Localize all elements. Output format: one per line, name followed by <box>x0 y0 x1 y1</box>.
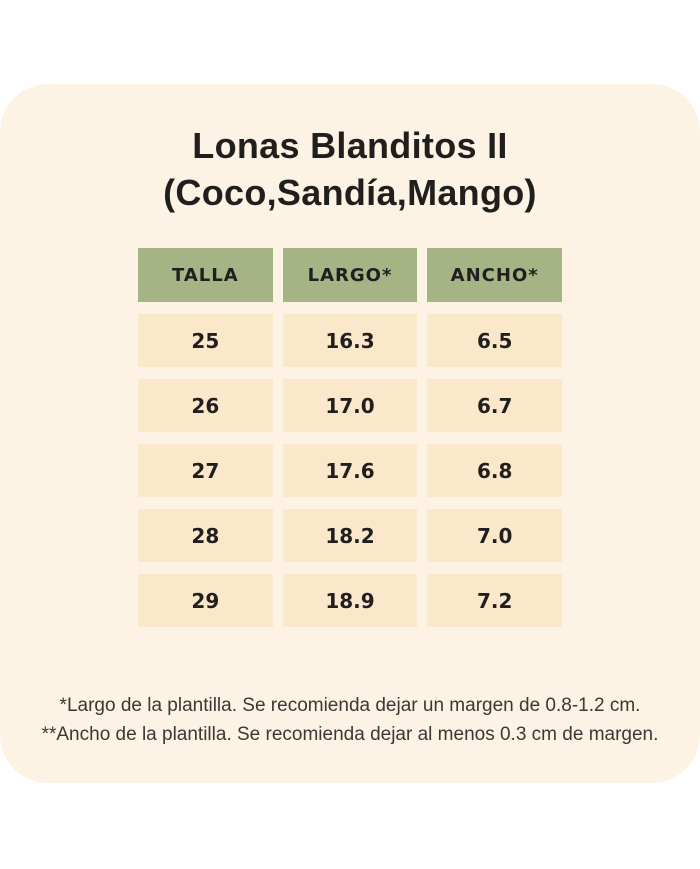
ancho-cell: 7.2 <box>427 574 562 627</box>
column-header-largo: LARGO* <box>282 248 418 302</box>
talla-cell: 29 <box>138 574 273 627</box>
ancho-cell: 6.7 <box>427 379 562 432</box>
column-header-ancho: ANCHO* <box>427 248 562 302</box>
ancho-cell: 6.8 <box>427 444 562 497</box>
footnote-largo: *Largo de la plantilla. Se recomienda de… <box>59 695 641 716</box>
product-title-line1: Lonas Blanditos II <box>192 125 508 166</box>
largo-cell: 17.0 <box>282 379 418 432</box>
talla-cell: 28 <box>138 509 273 562</box>
column-header-talla: TALLA <box>138 248 273 302</box>
product-title-line2: (Coco,Sandía,Mango) <box>163 172 537 213</box>
largo-cell: 18.9 <box>282 574 418 627</box>
largo-cell: 17.6 <box>282 444 418 497</box>
largo-cell: 16.3 <box>282 314 418 367</box>
product-title: Lonas Blanditos II (Coco,Sandía,Mango) <box>0 122 700 216</box>
ancho-cell: 7.0 <box>427 509 562 562</box>
footnotes: *Largo de la plantilla. Se recomienda de… <box>0 691 700 749</box>
size-table: TALLA LARGO* ANCHO* 25 16.3 6.5 26 17.0 6.7 27 17.… <box>138 248 562 627</box>
largo-cell: 18.2 <box>282 509 418 562</box>
footnote-ancho: **Ancho de la plantilla. Se recomienda d… <box>41 724 659 745</box>
talla-cell: 26 <box>138 379 273 432</box>
talla-cell: 25 <box>138 314 273 367</box>
ancho-cell: 6.5 <box>427 314 562 367</box>
talla-cell: 27 <box>138 444 273 497</box>
size-chart-card: Lonas Blanditos II (Coco,Sandía,Mango) T… <box>0 84 700 783</box>
